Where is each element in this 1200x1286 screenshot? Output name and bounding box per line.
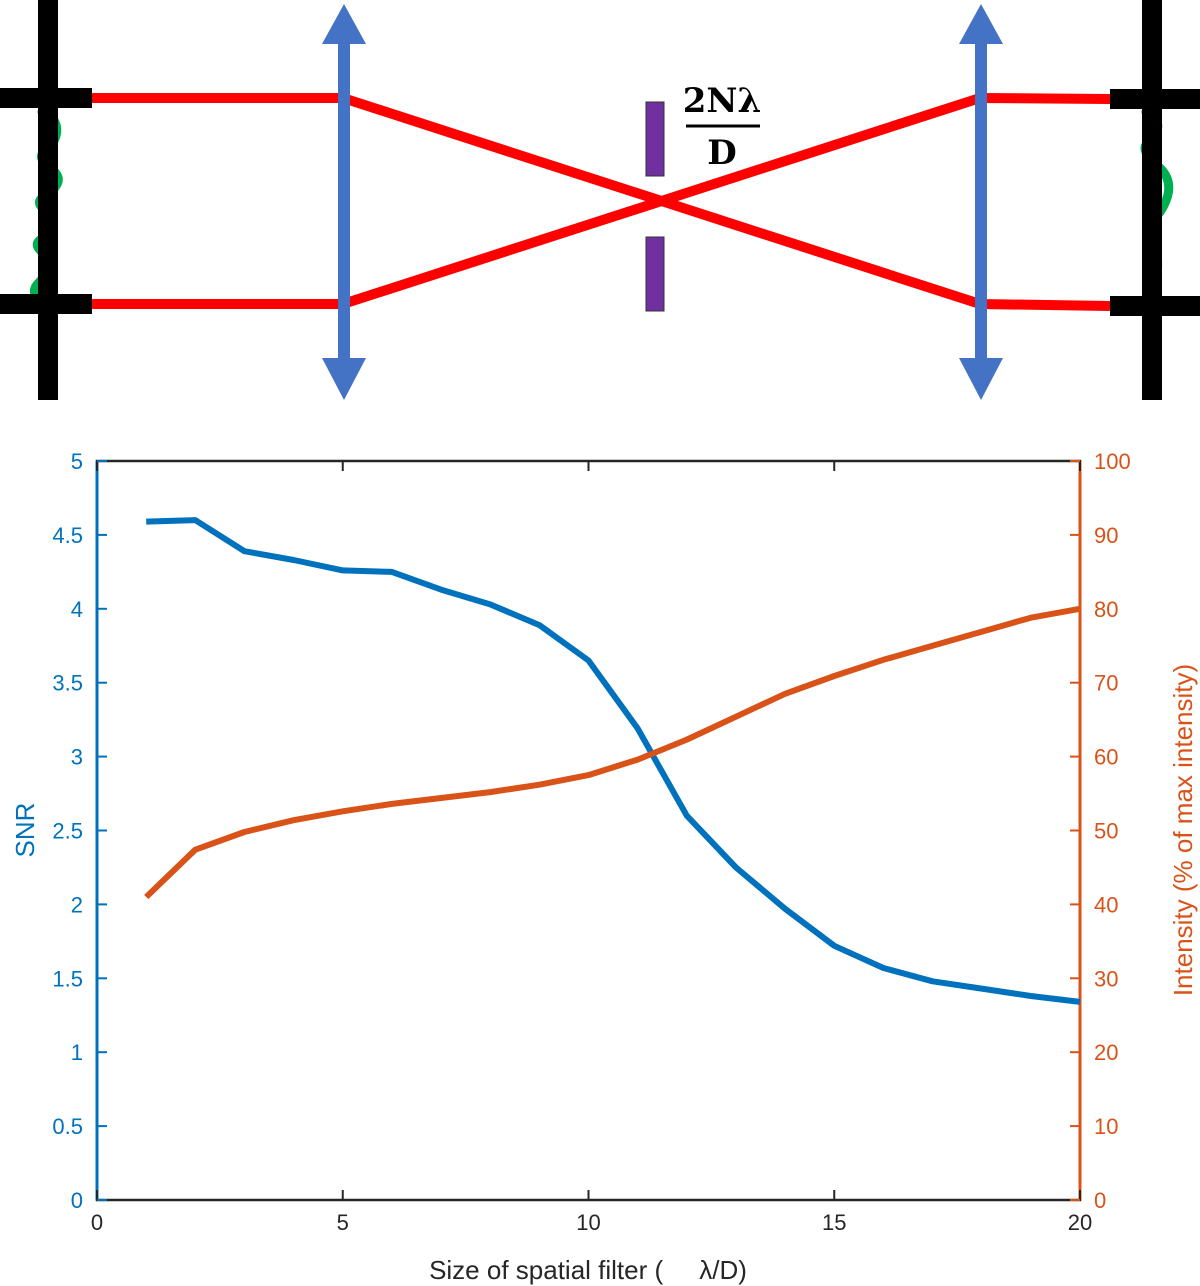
lens-left <box>322 4 366 400</box>
spatial-filter-aperture <box>645 101 665 312</box>
output-plane-mount <box>1110 0 1200 400</box>
snr-series-line <box>146 517 1081 1005</box>
y-right-tick-label: 20 <box>1094 1040 1118 1065</box>
y-right-tick-label: 40 <box>1094 892 1118 917</box>
x-tick-label: 10 <box>576 1210 600 1235</box>
y-left-tick-label: 1 <box>71 1040 83 1065</box>
y-left-tick-label: 2 <box>71 892 83 917</box>
y-left-tick-label: 0.5 <box>52 1114 83 1139</box>
y-right-tick-label: 10 <box>1094 1114 1118 1139</box>
aperture-formula-numerator: 2Nλ <box>683 81 762 121</box>
y-right-tick-label: 60 <box>1094 745 1118 770</box>
optical-diagram: 2Nλ D <box>0 0 1200 400</box>
x-tick-label: 5 <box>337 1210 349 1235</box>
aperture-formula-denominator: D <box>707 133 736 173</box>
y-axis-label-right: Intensity (% of max intensity) <box>1168 664 1198 996</box>
y-left-tick-label: 0 <box>71 1188 83 1213</box>
y-right-tick-label: 0 <box>1094 1188 1106 1213</box>
y-right-tick-label: 90 <box>1094 523 1118 548</box>
x-tick-label: 0 <box>91 1210 103 1235</box>
beam-path <box>92 93 1111 311</box>
y-right-tick-label: 50 <box>1094 819 1118 844</box>
x-tick-label: 20 <box>1068 1210 1092 1235</box>
y-left-tick-label: 4 <box>71 597 83 622</box>
x-tick-label: 15 <box>822 1210 846 1235</box>
y-right-tick-label: 30 <box>1094 966 1118 991</box>
y-left-tick-label: 3 <box>71 745 83 770</box>
input-plane-mount <box>0 0 92 400</box>
y-left-tick-label: 5 <box>71 449 83 474</box>
x-axis-label: Size of spatial filter ( λ/D) <box>429 1255 747 1285</box>
snr-intensity-chart: 0 5 10 15 2000.511.522.533.544.5501020304050… <box>10 449 1198 1285</box>
y-axis-label-left: SNR <box>10 803 40 858</box>
y-left-tick-label: 3.5 <box>52 671 83 696</box>
y-right-tick-label: 80 <box>1094 597 1118 622</box>
lens-right <box>959 4 1003 400</box>
y-left-tick-label: 1.5 <box>52 966 83 991</box>
y-right-tick-label: 70 <box>1094 671 1118 696</box>
y-left-tick-label: 4.5 <box>52 523 83 548</box>
y-left-tick-label: 2.5 <box>52 819 83 844</box>
intensity-series-line <box>144 605 1081 900</box>
y-right-tick-label: 100 <box>1094 449 1131 474</box>
